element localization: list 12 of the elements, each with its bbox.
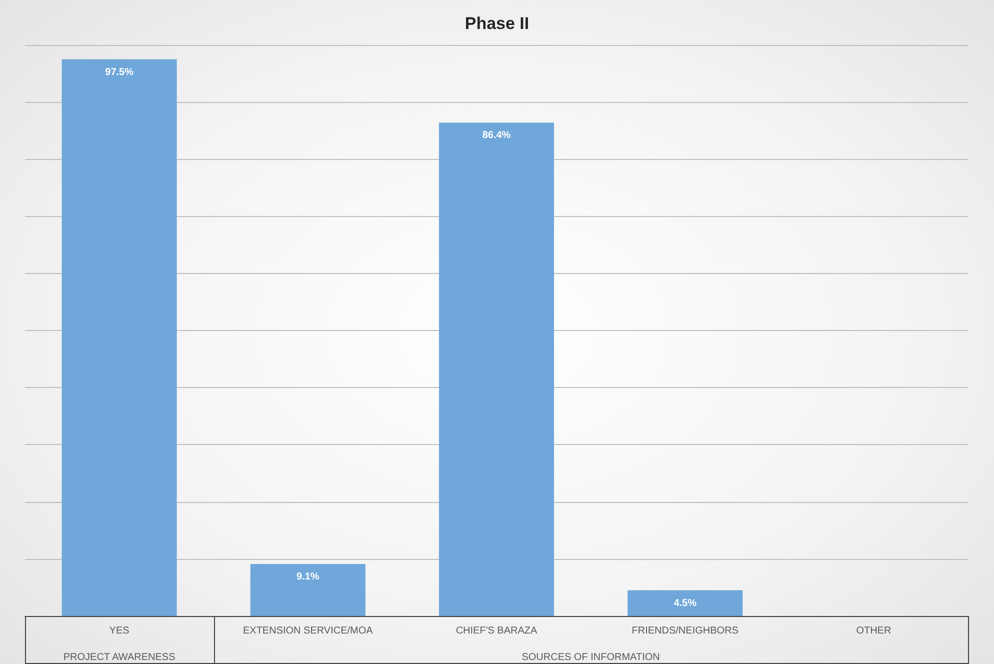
data-label: 86.4% <box>482 130 511 142</box>
x-tick-label: EXTENSION SERVICE/MOA <box>242 626 374 636</box>
text: PROJECT AWARENESS <box>62 652 176 663</box>
x-tick-label: OTHER <box>856 626 892 636</box>
x-tick-label: YES <box>109 626 130 636</box>
x-tick-label: FRIENDS/NEIGHBORS <box>632 626 739 636</box>
source-note: SOURCES OF INFORMATION <box>520 652 661 663</box>
x-tick-label: CHIEF'S BARAZA <box>456 626 538 636</box>
data-label: 9.1% <box>296 572 320 583</box>
data-label: 97.5% <box>105 66 134 78</box>
chart-title: Phase II <box>464 14 530 33</box>
data-label: 4.5% <box>674 598 697 609</box>
